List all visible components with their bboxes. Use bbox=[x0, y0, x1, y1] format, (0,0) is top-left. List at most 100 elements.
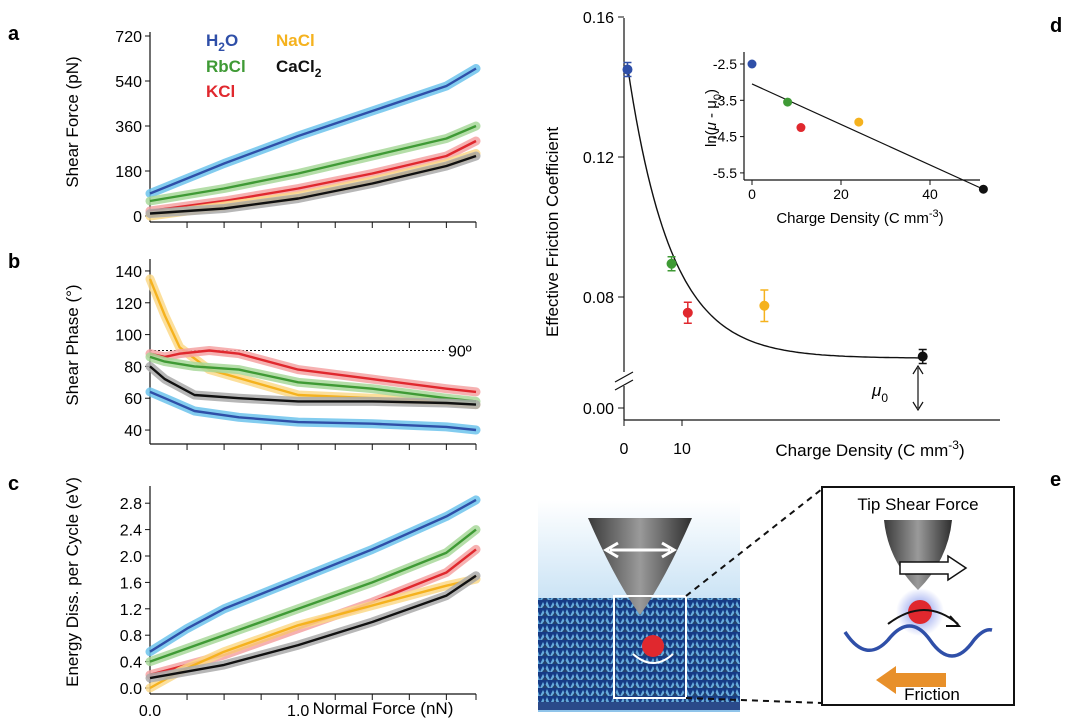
y-tick-label: 0.00 bbox=[583, 401, 614, 418]
potential-landscape-wave-icon bbox=[843, 624, 993, 658]
series-line-kcl bbox=[149, 349, 477, 394]
y-tick-label: 120 bbox=[115, 296, 142, 313]
panel-d-friction-coefficient: Effective Friction Coefficient 0.000.080… bbox=[543, 10, 1000, 460]
series-line-h2o bbox=[149, 498, 477, 653]
inset-point-nacl bbox=[854, 117, 864, 127]
y-tick-label: 40 bbox=[124, 423, 142, 440]
data-point-cacl2 bbox=[917, 351, 928, 362]
y-tick-label: 0.16 bbox=[583, 10, 614, 27]
data-point-h2o bbox=[622, 64, 633, 75]
legend-entry-kcl: KCl bbox=[206, 82, 235, 101]
zoom-inset-box: Tip Shear Force Friction bbox=[821, 486, 1015, 706]
inset-point-h2o bbox=[747, 59, 757, 69]
data-point-nacl bbox=[759, 300, 770, 311]
y-tick-label: 0.8 bbox=[120, 628, 142, 645]
panel-e-illustration: Tip Shear Force Friction bbox=[538, 486, 1015, 712]
panel-a-series bbox=[145, 64, 481, 221]
surface-base bbox=[538, 702, 740, 710]
panel-c-axes: 0.0 0.4 0.8 1.2 1.6 2.0 2.4 2.8 0.0 1.0 bbox=[120, 486, 477, 718]
panel-c-ylabel: Energy Diss. per Cycle (eV) bbox=[63, 477, 82, 687]
panel-b-series bbox=[145, 274, 481, 435]
legend: H2O NaCl RbCl CaCl2 KCl bbox=[206, 31, 322, 101]
x-tick-label: 0 bbox=[620, 441, 629, 458]
series-line-cacl2 bbox=[149, 365, 477, 406]
panel-letter-d: d bbox=[1050, 15, 1062, 37]
zoom-leader-top bbox=[685, 488, 823, 597]
inset-point-rbcl bbox=[783, 97, 793, 107]
shear-arrowheads-icon bbox=[603, 541, 677, 559]
y-tick-label: 0.0 bbox=[120, 681, 142, 698]
inset-axes: -2.5 -3.5 -4.5 -5.5 0 20 40 bbox=[713, 52, 980, 202]
zoom-region-box bbox=[613, 595, 687, 699]
series-line-cacl2 bbox=[149, 574, 477, 680]
ion-motion-arrow-icon bbox=[632, 653, 674, 664]
panel-c-energy-dissipation: Energy Diss. per Cycle (eV) 0.0 0.4 0.8 1.2… bbox=[63, 477, 481, 718]
series-line-h2o bbox=[149, 67, 477, 195]
hydrated-ion-icon bbox=[642, 635, 664, 657]
mu0-arrowheads bbox=[912, 364, 924, 412]
friction-arrow-icon bbox=[876, 666, 946, 694]
inset-point-cacl2 bbox=[978, 184, 988, 194]
legend-entry-rbcl: RbCl bbox=[206, 57, 246, 76]
panel-d-inset: -2.5 -3.5 -4.5 -5.5 0 20 40 ln(μ - μ0) Charge … bbox=[703, 52, 988, 227]
y-tick-label: 0.12 bbox=[583, 150, 614, 167]
y-tick-label: 0 bbox=[133, 209, 142, 226]
panel-letter-a: a bbox=[8, 23, 20, 45]
legend-entry-cacl2: CaCl2 bbox=[276, 57, 322, 80]
inset-y-tick-label: -4.5 bbox=[713, 129, 737, 145]
inset-x-tick-label: 0 bbox=[748, 186, 756, 202]
panel-d-xlabel: Charge Density (C mm-3) bbox=[775, 438, 964, 460]
legend-entry-h2o: H2O bbox=[206, 31, 238, 54]
y-tick-label: 1.2 bbox=[120, 602, 142, 619]
inset-y-tick-label: -5.5 bbox=[713, 165, 737, 181]
zoom-ion-icon bbox=[908, 600, 932, 624]
inset-x-tick-label: 20 bbox=[833, 186, 849, 202]
panel-letter-c: c bbox=[8, 473, 19, 495]
series-line-rbcl bbox=[149, 528, 477, 663]
y-tick-label: 140 bbox=[115, 264, 142, 281]
y-tick-label: 1.6 bbox=[120, 575, 142, 592]
panel-d-axes: 0.00 0.08 0.12 0.16 0 10 bbox=[583, 10, 1000, 458]
friction-label: Friction bbox=[904, 685, 960, 704]
y-tick-label: 100 bbox=[115, 328, 142, 345]
y-tick-label: 360 bbox=[115, 119, 142, 136]
panel-d-points bbox=[622, 61, 928, 365]
zoom-tip-icon bbox=[884, 520, 952, 590]
ion-hop-arrowhead-icon bbox=[946, 615, 962, 627]
y-tick-label: 2.8 bbox=[120, 496, 142, 513]
panel-a-shear-force: Shear Force (pN) 0 180 360 540 720 H2O NaCl Rb… bbox=[63, 29, 481, 228]
panel-d-ylabel: Effective Friction Coefficient bbox=[543, 127, 562, 337]
x-tick-label: 10 bbox=[673, 441, 691, 458]
inset-y-tick-label: -3.5 bbox=[713, 92, 737, 108]
y-tick-label: 2.4 bbox=[120, 523, 142, 540]
y-tick-label: 0.4 bbox=[120, 655, 142, 672]
series-band-kcl bbox=[145, 544, 481, 680]
inset-point-kcl bbox=[796, 123, 806, 133]
series-line-h2o bbox=[149, 390, 477, 432]
y-tick-label: 720 bbox=[115, 29, 142, 46]
y-tick-label: 0.08 bbox=[583, 290, 614, 307]
panel-letter-e: e bbox=[1050, 469, 1061, 491]
series-line-kcl bbox=[149, 139, 477, 213]
x-tick-label: 0.0 bbox=[139, 703, 161, 718]
shear-force-arrow-icon bbox=[899, 554, 968, 582]
inset-y-tick-label: -2.5 bbox=[713, 56, 737, 72]
panel-b-shear-phase: Shear Phase (°) 40 60 80 100 120 140 90º bbox=[63, 259, 481, 450]
y-tick-label: 540 bbox=[115, 74, 142, 91]
inset-ylabel: ln(μ - μ0) bbox=[703, 89, 724, 147]
legend-entry-nacl: NaCl bbox=[276, 31, 315, 50]
mu0-label: μ0 bbox=[871, 381, 888, 405]
tip-shear-force-label: Tip Shear Force bbox=[857, 495, 978, 514]
afm-surface-illustration bbox=[538, 500, 740, 712]
panel-a-axes: 0 180 360 540 720 bbox=[115, 29, 477, 228]
afm-tip-icon bbox=[588, 518, 692, 615]
inset-xlabel: Charge Density (C mm-3) bbox=[776, 208, 943, 227]
panel-letter-b: b bbox=[8, 251, 20, 273]
exponential-fit-curve bbox=[626, 65, 927, 359]
panel-b-ylabel: Shear Phase (°) bbox=[63, 284, 82, 405]
panel-a-ylabel: Shear Force (pN) bbox=[63, 56, 82, 187]
data-point-kcl bbox=[682, 307, 693, 318]
panel-c-series bbox=[145, 495, 481, 693]
inset-points bbox=[747, 59, 988, 194]
